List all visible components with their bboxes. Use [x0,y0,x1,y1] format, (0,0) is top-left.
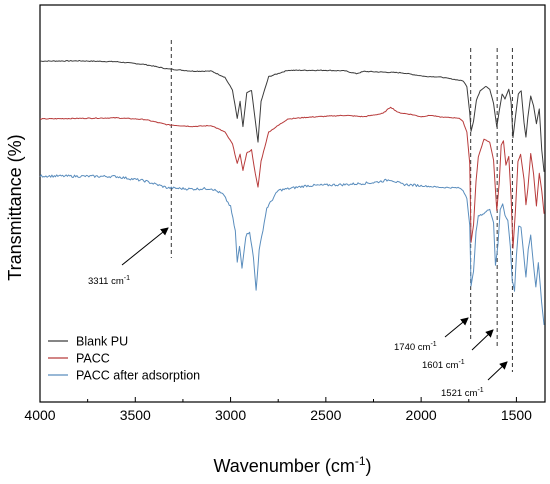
x-axis-label-text: Wavenumber (cm [213,456,354,476]
annotation-sup: -1 [124,275,130,282]
series-lines [39,59,545,326]
annotation-label: 1601 cm-1 [422,359,465,371]
annotation-text: 1601 cm [422,360,459,371]
series-line-2 [39,106,545,249]
legend: Blank PU PACC PACC after adsorption [48,335,200,383]
series-line-3 [39,174,545,326]
x-tick-label: 3000 [215,407,246,423]
series-line-1 [39,59,545,172]
annotation-sup: -1 [458,359,464,366]
x-tick-label: 3500 [120,407,151,423]
plot-frame [39,4,546,403]
annotation-text: 1521 cm [441,388,478,399]
annotation-sup: -1 [430,341,436,348]
annotation-arrow [471,329,494,351]
annotation-label: 3311 cm-1 [88,275,130,287]
y-axis-label: Transmittance (%) [5,134,25,280]
x-tick-label: 2000 [406,407,437,423]
x-axis-label-sup: -1 [355,454,366,468]
x-axis-label-close: ) [366,456,372,476]
axis-labels: Wavenumber (cm-1)Transmittance (%) [5,134,372,476]
annotation-text: 3311 cm [88,276,124,287]
x-tick-label: 2500 [310,407,341,423]
annotation-arrow [487,361,508,381]
legend-label: PACC after adsorption [76,369,200,383]
x-axis-label: Wavenumber (cm-1) [213,454,371,476]
annotation-label: 1521 cm-1 [441,387,484,399]
legend-label: PACC [76,352,110,366]
legend-label: Blank PU [76,335,128,349]
annotation-arrow [444,317,469,338]
annotation-text: 1740 cm [394,342,431,353]
annotation-sup: -1 [477,387,483,394]
x-tick-label: 1500 [501,407,532,423]
guide-lines [170,40,513,372]
axes: 4000 3500 3000 2500 2000 1500 [24,4,546,423]
annotation-arrow [121,227,169,266]
annotation-label: 1740 cm-1 [394,341,437,353]
x-tick-label: 4000 [24,407,55,423]
